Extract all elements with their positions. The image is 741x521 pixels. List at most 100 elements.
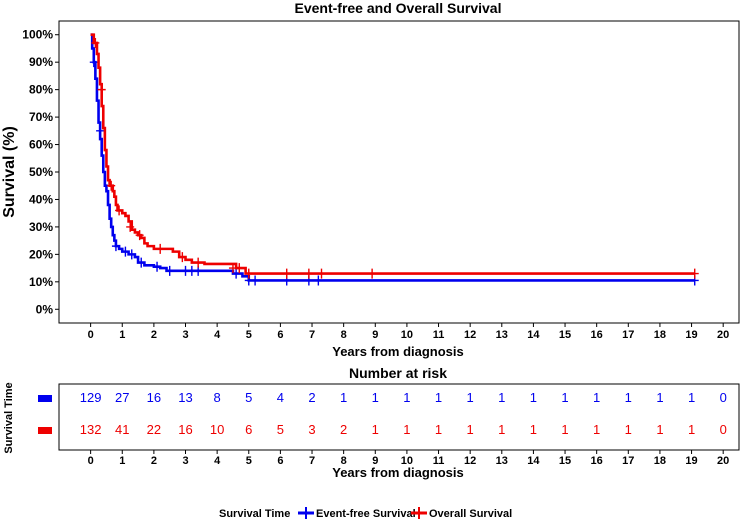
censor-mark (153, 261, 162, 272)
x-tick-label: 13 (496, 329, 508, 341)
censor-mark (91, 37, 100, 48)
legend-label: Overall Survival (429, 508, 512, 520)
x-tick-label: 8 (341, 329, 347, 341)
censor-mark (235, 263, 244, 274)
x-tick-label: 10 (401, 329, 413, 341)
censor-mark (137, 257, 146, 268)
censor-mark (135, 230, 144, 241)
chart-title: Event-free and Overall Survival (295, 0, 502, 16)
risk-table-panel (58, 383, 740, 451)
x-tick-label: 17 (622, 329, 634, 341)
censor-mark (368, 268, 377, 279)
risk-x-tick-label: 17 (622, 455, 634, 467)
censor-mark (314, 275, 323, 286)
risk-x-tick-label: 12 (464, 455, 476, 467)
y-tick-label: 90% (29, 55, 53, 69)
censor-mark (89, 57, 98, 68)
risk-count: 1 (498, 422, 505, 437)
y-tick-label: 40% (29, 192, 53, 206)
risk-table-title: Number at risk (349, 365, 447, 381)
y-tick-label: 50% (29, 165, 53, 179)
y-tick-label: 10% (29, 275, 53, 289)
y-tick-label: 30% (29, 220, 53, 234)
censor-mark (115, 205, 124, 216)
censor-mark (194, 257, 203, 268)
legend: Survival Time Event-free Survival Overall… (219, 507, 512, 520)
x-tick-label: 15 (559, 329, 571, 341)
risk-count: 1 (467, 422, 474, 437)
x-tick-label: 16 (591, 329, 603, 341)
risk-count: 1 (593, 422, 600, 437)
risk-count: 1 (593, 390, 600, 405)
censor-mark (317, 268, 326, 279)
y-tick-label: 60% (29, 138, 53, 152)
risk-count: 0 (720, 422, 727, 437)
x-tick-label: 1 (119, 329, 125, 341)
y-tick-label: 0% (36, 302, 54, 316)
censor-mark (107, 180, 116, 191)
x-tick-label: 12 (464, 329, 476, 341)
risk-count: 1 (656, 390, 663, 405)
censor-mark (251, 275, 260, 286)
risk-count: 27 (115, 390, 129, 405)
censor-mark (244, 268, 253, 279)
x-axis-label: Years from diagnosis (332, 344, 464, 359)
y-tick-label: 20% (29, 247, 53, 261)
risk-count: 16 (178, 422, 192, 437)
risk-x-tick-label: 13 (496, 455, 508, 467)
censor-mark (690, 268, 699, 279)
risk-count: 8 (214, 390, 221, 405)
risk-count: 0 (720, 390, 727, 405)
legend-title: Survival Time (219, 508, 290, 520)
y-tick-label: 100% (22, 28, 53, 42)
risk-count: 1 (372, 422, 379, 437)
series-event-free (89, 33, 699, 286)
risk-count: 1 (435, 422, 442, 437)
risk-count: 1 (467, 390, 474, 405)
risk-count: 1 (625, 390, 632, 405)
risk-x-tick-label: 11 (433, 455, 445, 467)
risk-x-tick-label: 9 (372, 455, 378, 467)
survival-curve (90, 33, 695, 282)
x-tick-label: 7 (309, 329, 315, 341)
censor-mark (127, 249, 136, 260)
series-overall (90, 33, 699, 279)
risk-count: 16 (147, 390, 161, 405)
x-tick-label: 20 (717, 329, 729, 341)
x-tick-label: 5 (246, 329, 252, 341)
legend-label: Event-free Survival (316, 508, 416, 520)
x-tick-label: 18 (654, 329, 666, 341)
x-tick-label: 14 (527, 329, 540, 341)
censor-mark (282, 268, 291, 279)
risk-x-tick-label: 19 (685, 455, 697, 467)
censor-mark (178, 252, 187, 263)
risk-count: 1 (656, 422, 663, 437)
risk-count: 1 (688, 390, 695, 405)
x-tick-label: 3 (182, 329, 188, 341)
risk-count: 2 (340, 422, 347, 437)
risk-count: 22 (147, 422, 161, 437)
risk-row-swatch (38, 395, 52, 402)
risk-count: 10 (210, 422, 224, 437)
censor-mark (126, 221, 135, 232)
censor-mark (232, 268, 241, 279)
risk-count: 132 (80, 422, 102, 437)
survival-curve (90, 33, 695, 275)
risk-x-tick-label: 16 (591, 455, 603, 467)
x-tick-label: 2 (151, 329, 157, 341)
plot-panel (58, 20, 740, 324)
x-tick-label: 6 (277, 329, 283, 341)
x-tick-label: 9 (372, 329, 378, 341)
risk-count: 1 (625, 422, 632, 437)
x-tick-label: 4 (214, 329, 221, 341)
risk-count: 1 (530, 390, 537, 405)
risk-count: 41 (115, 422, 129, 437)
risk-count: 1 (340, 390, 347, 405)
risk-x-tick-label: 3 (182, 455, 188, 467)
risk-count: 2 (308, 390, 315, 405)
risk-count: 5 (277, 422, 284, 437)
risk-count: 5 (245, 390, 252, 405)
risk-x-tick-label: 0 (88, 455, 94, 467)
risk-x-tick-label: 6 (277, 455, 283, 467)
